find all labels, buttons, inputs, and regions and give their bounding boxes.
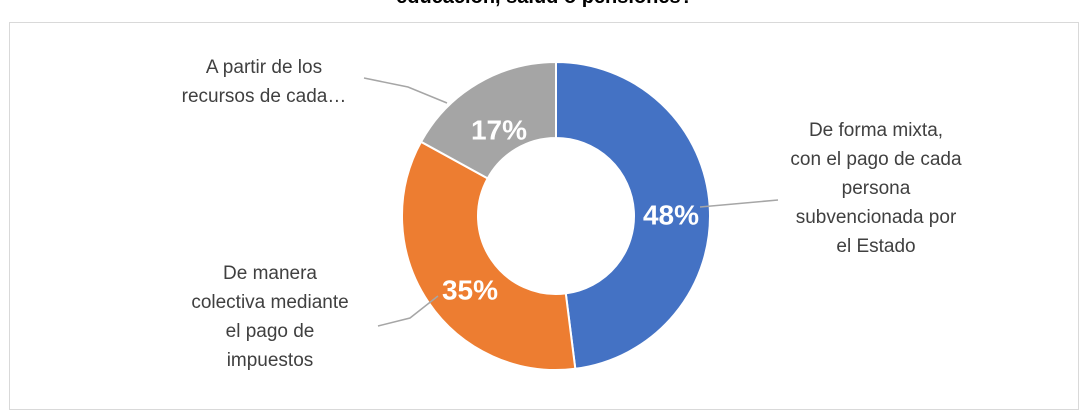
category-label-line: colectiva mediante (191, 292, 348, 313)
leader-line-1 (377, 295, 439, 327)
value-label-1: 35% (442, 274, 498, 305)
slice-own-resources (419, 60, 557, 180)
category-label-own-resources: A partir de los recursos de cada… (182, 57, 347, 107)
category-label-line: impuestos (227, 350, 314, 371)
category-label-line: con el pago de cada (790, 149, 962, 170)
slice-mixed (555, 60, 711, 370)
category-label-line: subvencionada por (796, 207, 957, 228)
leader-line-0 (699, 199, 779, 208)
category-label-line: persona (842, 178, 911, 199)
category-label-line: De forma mixta, (809, 120, 943, 141)
category-label-line: recursos de cada… (182, 86, 347, 107)
category-label-mixed: De forma mixta, con el pago de cada person… (790, 120, 962, 257)
category-label-line: el Estado (836, 236, 915, 257)
chart-title: educación, salud o pensiones? (0, 0, 1089, 8)
value-label-0: 48% (643, 199, 699, 230)
leader-line-2 (363, 77, 448, 104)
slice-collective (401, 140, 577, 371)
value-label-2: 17% (471, 114, 527, 145)
category-label-collective: De manera colectiva mediante el pago de imp… (191, 263, 348, 371)
category-label-line: A partir de los (206, 57, 322, 78)
category-label-line: el pago de (226, 321, 315, 342)
category-label-line: De manera (223, 263, 317, 284)
